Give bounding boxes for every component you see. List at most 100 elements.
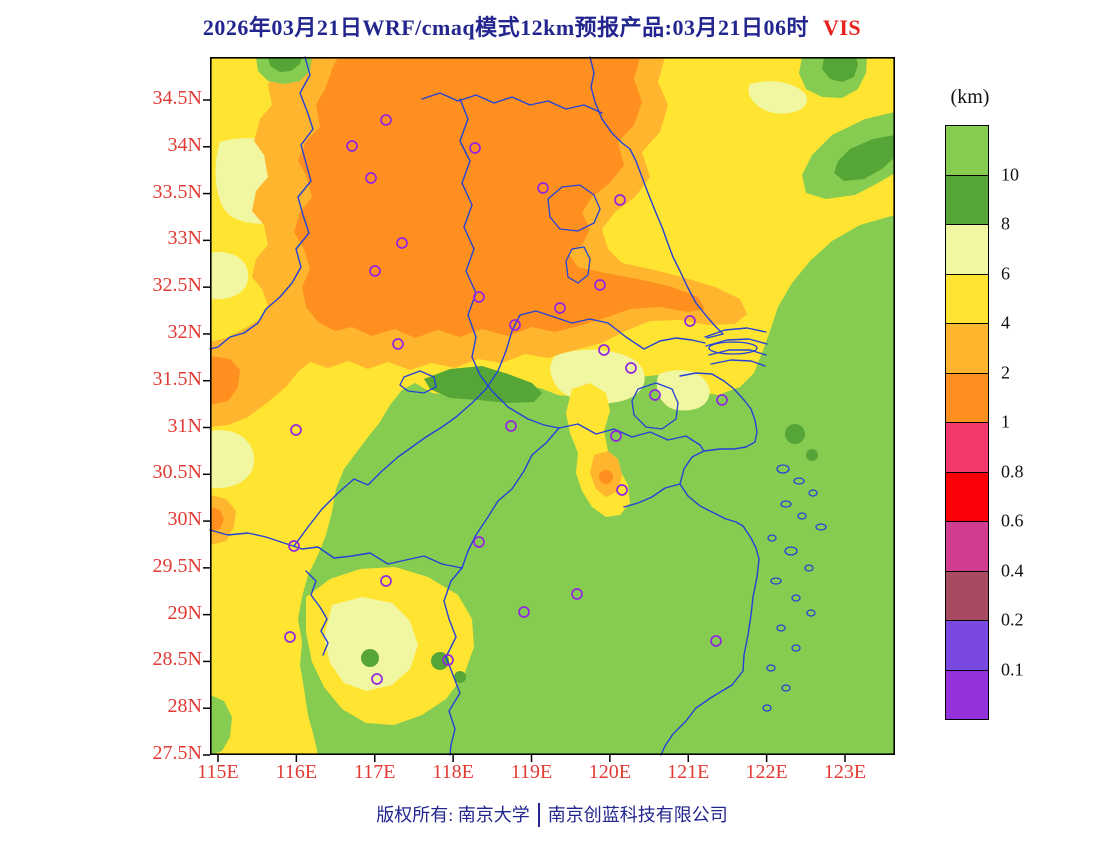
legend-label: 1 (1001, 411, 1010, 432)
legend-cell (945, 669, 989, 720)
island (780, 500, 792, 508)
coast-north (589, 56, 724, 339)
legend-label: 0.4 (1001, 560, 1024, 580)
region-8-10km (806, 449, 818, 461)
hongze-lake (547, 184, 601, 232)
island (762, 704, 772, 712)
legend-label: 0.1 (1001, 659, 1024, 679)
station-marker (284, 631, 296, 643)
lon-label: 118E (432, 761, 474, 783)
station-marker (594, 279, 606, 291)
legend-cell (945, 471, 989, 522)
lon-label: 117E (354, 761, 396, 783)
legend-cell (945, 422, 989, 473)
island (776, 624, 786, 632)
lon-label: 121E (667, 761, 710, 783)
region-1-2km (210, 356, 240, 405)
station-marker (371, 673, 383, 685)
lat-label: 31.5N (152, 367, 202, 390)
station-marker (537, 182, 549, 194)
legend-cell (945, 620, 989, 671)
region-1-2km (599, 470, 613, 484)
region-6-8km (210, 430, 255, 489)
border-shandong-jiangsu (421, 92, 603, 114)
copyright-company: 南京创蓝科技有限公司 (547, 805, 728, 825)
station-marker (380, 114, 392, 126)
gaoyou-lake (565, 246, 591, 284)
station-marker (598, 344, 610, 356)
station-marker (380, 575, 392, 587)
lat-label: 34.5N (152, 87, 202, 109)
chaohu-lake (399, 370, 437, 394)
station-marker (473, 536, 485, 548)
axis-ticks (203, 99, 846, 762)
legend-label: 4 (1001, 312, 1010, 333)
title-variable: VIS (822, 15, 862, 40)
island (784, 546, 798, 556)
coastline (589, 56, 760, 756)
islands (762, 464, 827, 712)
legend-label: 0.6 (1001, 510, 1024, 531)
station-marker (616, 484, 628, 496)
legend-cell (945, 273, 989, 324)
yangtze-river (293, 310, 706, 547)
page-title: 2026年03月21日WRF/cmaq模式12km预报产品:03月21日06时 V… (0, 10, 1064, 42)
legend-cell (945, 372, 989, 423)
lat-label: 27.5N (152, 742, 202, 764)
island (791, 644, 801, 652)
region-8-10km (268, 57, 302, 72)
legend-label: 8 (1001, 213, 1010, 234)
station-marker (290, 424, 302, 436)
station-marker (396, 237, 408, 249)
lat-label: 33N (167, 227, 202, 250)
station-marker (505, 420, 517, 432)
station-marker (710, 635, 722, 647)
legend-cell (945, 174, 989, 225)
island (766, 664, 776, 672)
station-marker (346, 140, 358, 152)
lon-label: 116E (275, 761, 318, 783)
legend-title: (km) (950, 86, 990, 108)
station-marker (369, 265, 381, 277)
chongming-island (708, 341, 758, 355)
yangtze-estuary-channel (710, 359, 766, 367)
island (815, 523, 827, 531)
legend-label: 10 (1001, 164, 1019, 184)
lat-label: 32N (167, 320, 202, 343)
region-8-10km (454, 671, 466, 683)
station-marker (518, 606, 530, 618)
copyright: 版权所有: 南京大学 南京创蓝科技有限公司 (0, 801, 1100, 827)
legend-cell (945, 224, 989, 275)
station-marker (716, 394, 728, 406)
lat-label: 29N (167, 601, 202, 624)
region-1-2km (210, 507, 224, 532)
station-marker (610, 430, 622, 442)
lon-label: 122E (745, 761, 788, 783)
region-1-2km (294, 57, 705, 338)
station-marker (571, 588, 583, 600)
station-marker (614, 194, 626, 206)
lat-label: 30.5N (152, 461, 202, 484)
island (806, 609, 816, 617)
legend-cell (945, 521, 989, 572)
contour-fill-layer (210, 57, 895, 755)
station-marker (365, 172, 377, 184)
station-marker (625, 362, 637, 374)
lat-label: 30N (167, 508, 202, 531)
legend-label: 0.2 (1001, 609, 1024, 630)
lat-label: 29.5N (152, 554, 202, 577)
station-marker (554, 302, 566, 314)
lat-label: 33.5N (152, 180, 202, 203)
lat-label: 28.5N (152, 648, 202, 671)
region-6-8km (210, 251, 249, 300)
legend-colorbar (945, 125, 989, 720)
station-marker (649, 389, 661, 401)
island (804, 564, 814, 572)
lat-label: 32.5N (152, 274, 202, 297)
station-marker (392, 338, 404, 350)
lat-label: 34N (167, 133, 202, 156)
title-text: 2026年03月21日WRF/cmaq模式12km预报产品:03月21日06时 (202, 15, 809, 40)
forecast-map (203, 56, 896, 762)
station-markers (284, 114, 728, 685)
